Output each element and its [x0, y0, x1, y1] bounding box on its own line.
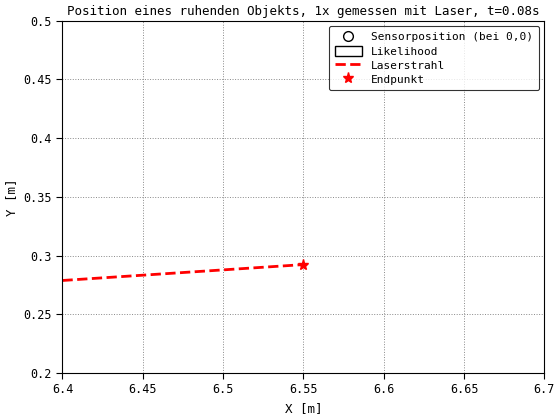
Y-axis label: Y [m]: Y [m] — [5, 178, 18, 215]
X-axis label: X [m]: X [m] — [284, 402, 322, 415]
Legend: Sensorposition (bei 0,0), Likelihood, Laserstrahl, Endpunkt: Sensorposition (bei 0,0), Likelihood, La… — [329, 26, 539, 90]
Title: Position eines ruhenden Objekts, 1x gemessen mit Laser, t=0.08s: Position eines ruhenden Objekts, 1x geme… — [67, 5, 540, 18]
